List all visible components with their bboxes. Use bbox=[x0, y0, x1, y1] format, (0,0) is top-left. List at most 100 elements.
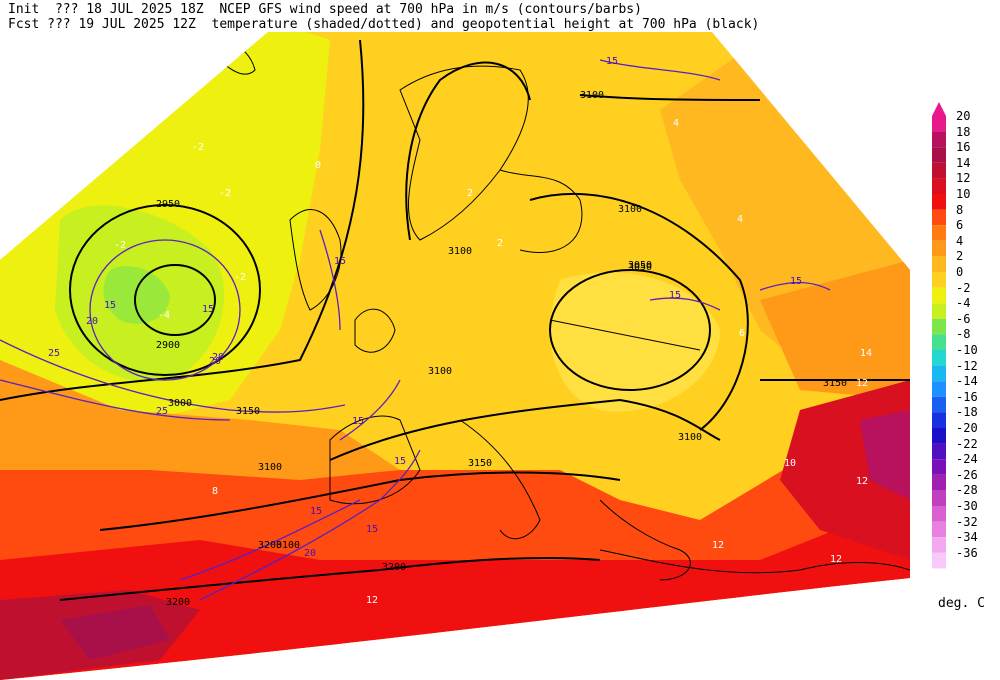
colorbar-unit: deg. C bbox=[938, 596, 985, 611]
colorbar-level-label: -18 bbox=[956, 405, 978, 420]
colorbar-swatch bbox=[932, 272, 946, 288]
colorbar-level-label: -22 bbox=[956, 436, 978, 451]
height-label: 2950 bbox=[156, 199, 180, 210]
temperature-label: 12 bbox=[830, 554, 842, 565]
height-label: 3200 bbox=[166, 597, 190, 608]
colorbar-level-label: -26 bbox=[956, 467, 978, 482]
wind-label: 15 bbox=[669, 290, 681, 301]
header-init-line: Init ??? 18 JUL 2025 18Z NCEP GFS wind s… bbox=[8, 2, 642, 17]
colorbar-swatch bbox=[932, 428, 946, 444]
temperature-label: -2 bbox=[192, 142, 204, 153]
wind-label: 15 bbox=[334, 256, 346, 267]
wind-label: 20 bbox=[212, 352, 224, 363]
temperature-label: -2 bbox=[234, 272, 246, 283]
colorbar-level-label: 14 bbox=[956, 155, 971, 170]
colorbar-swatch bbox=[932, 131, 946, 148]
colorbar-swatch bbox=[932, 116, 946, 132]
wind-label: 15 bbox=[790, 276, 802, 287]
temperature-label: 12 bbox=[856, 378, 868, 389]
wind-label: 15 bbox=[606, 56, 618, 67]
colorbar-level-label: -12 bbox=[956, 358, 978, 373]
colorbar-swatch bbox=[932, 552, 946, 569]
temperature-label: 10 bbox=[784, 458, 796, 469]
height-label: 3100 bbox=[678, 432, 702, 443]
temperature-label: 6 bbox=[739, 328, 745, 339]
colorbar-swatch bbox=[932, 225, 946, 241]
height-label: 3100 bbox=[258, 462, 282, 473]
colorbar-level-label: -28 bbox=[956, 483, 978, 498]
colorbar-swatch bbox=[932, 381, 946, 397]
colorbar-swatch bbox=[932, 412, 946, 428]
colorbar-level-label: 4 bbox=[956, 233, 964, 248]
colorbar-swatch bbox=[932, 209, 946, 226]
temperature-label: 4 bbox=[737, 214, 743, 225]
colorbar-swatch bbox=[932, 350, 946, 366]
colorbar-level-label: -10 bbox=[956, 343, 978, 357]
colorbar-level-label: -24 bbox=[956, 452, 978, 467]
temperature-label: 12 bbox=[366, 595, 378, 606]
height-label: 3100 bbox=[428, 366, 452, 377]
colorbar-swatch bbox=[932, 287, 946, 304]
colorbar-level-label: 6 bbox=[956, 218, 964, 233]
wind-label: 15 bbox=[366, 524, 378, 535]
colorbar-swatch bbox=[932, 194, 946, 210]
colorbar-level-label: 8 bbox=[956, 202, 964, 217]
colorbar-level-label: -4 bbox=[956, 296, 971, 311]
wind-label: 15 bbox=[310, 506, 322, 517]
wind-label: 20 bbox=[86, 316, 98, 327]
colorbar-swatch bbox=[932, 537, 946, 553]
colorbar-level-label: -2 bbox=[956, 280, 971, 295]
wind-label: 25 bbox=[156, 406, 168, 417]
wind-contours bbox=[0, 59, 831, 601]
height-contours bbox=[0, 39, 910, 601]
colorbar-swatch bbox=[932, 490, 946, 506]
colorbar-level-label: -6 bbox=[956, 311, 971, 326]
colorbar-swatch bbox=[932, 303, 946, 319]
height-label: 3150 bbox=[823, 378, 847, 389]
colorbar-swatch bbox=[932, 459, 946, 475]
height-label: 3200 bbox=[382, 562, 406, 573]
height-label: 3100 bbox=[276, 540, 300, 551]
colorbar-swatch bbox=[932, 443, 946, 460]
colorbar-level-label: -34 bbox=[956, 530, 978, 545]
temperature-label: -2 bbox=[114, 240, 126, 251]
height-label: 3150 bbox=[468, 458, 492, 469]
colorbar-swatch bbox=[932, 474, 946, 491]
colorbar-arrow bbox=[932, 102, 946, 116]
colorbar-level-label: 16 bbox=[956, 140, 971, 155]
colorbar-level-label: 2 bbox=[956, 249, 964, 264]
height-label: 2900 bbox=[156, 340, 180, 351]
colorbar bbox=[932, 102, 946, 569]
wind-label: 15 bbox=[202, 304, 214, 315]
colorbar-level-label: -20 bbox=[956, 421, 978, 435]
height-label: 3100 bbox=[618, 204, 642, 215]
colorbar-level-label: 0 bbox=[956, 265, 964, 279]
colorbar-swatch bbox=[932, 396, 946, 413]
colorbar-swatch bbox=[932, 365, 946, 382]
temperature-label: 4 bbox=[673, 118, 679, 129]
height-label: 3050 bbox=[628, 260, 652, 271]
colorbar-level-label: -16 bbox=[956, 389, 978, 404]
temperature-label: -4 bbox=[158, 310, 170, 321]
height-label: 3050 bbox=[628, 262, 652, 273]
temperature-label: 2 bbox=[467, 188, 473, 199]
wind-label: 15 bbox=[352, 416, 364, 427]
colorbar-level-label: -32 bbox=[956, 514, 978, 529]
colorbar-level-label: 20 bbox=[956, 109, 971, 123]
wind-label: 20 bbox=[209, 356, 221, 367]
temperature-label: 12 bbox=[712, 540, 724, 551]
temperature-label: 0 bbox=[315, 160, 321, 171]
contour-labels: 2950290030003050310031003100310030503100… bbox=[48, 56, 872, 608]
height-label: 3200 bbox=[258, 540, 282, 551]
wind-label: 25 bbox=[48, 348, 60, 359]
colorbar-swatch bbox=[932, 318, 946, 335]
temperature-label: 14 bbox=[860, 348, 872, 359]
wind-label: 15 bbox=[104, 300, 116, 311]
colorbar-swatch bbox=[932, 334, 946, 350]
colorbar-swatch bbox=[932, 178, 946, 194]
colorbar-level-label: 12 bbox=[956, 171, 971, 186]
colorbar-swatch bbox=[932, 506, 946, 522]
colorbar-swatch bbox=[932, 162, 946, 179]
